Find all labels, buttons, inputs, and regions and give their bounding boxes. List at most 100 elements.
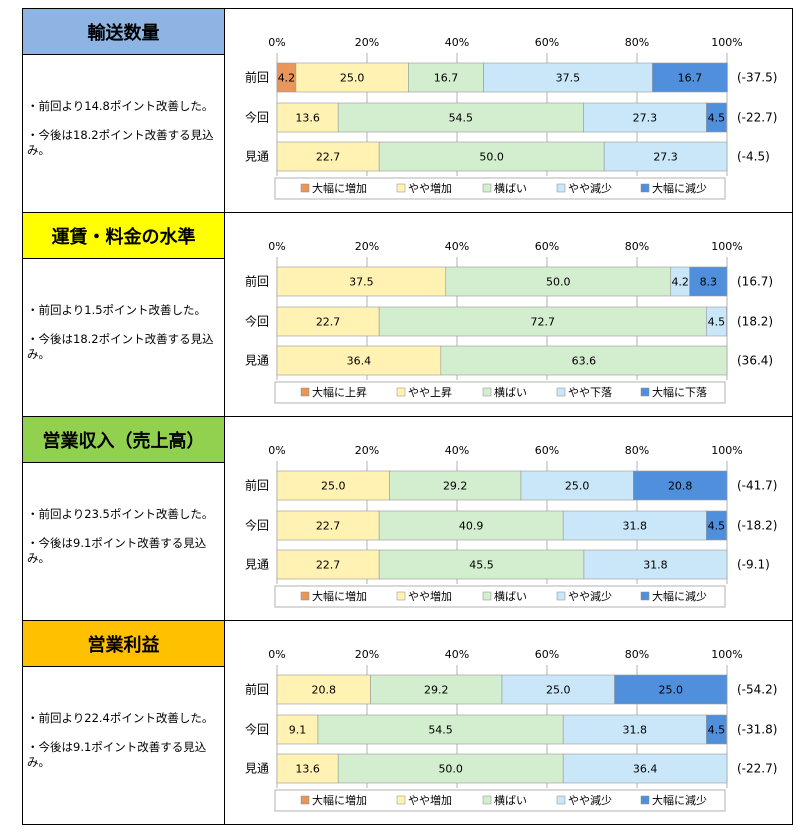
- bar-segment: [276, 674, 371, 705]
- legend-label: 大幅に減少: [652, 181, 707, 195]
- comment-line: ・今後は9.1ポイント改善する見込み。: [27, 536, 207, 565]
- section-title: 輸送数量: [23, 9, 224, 55]
- data-label: 29.2: [424, 684, 449, 697]
- bar-segment: [378, 510, 564, 541]
- section-left-panel: 輸送数量 ・前回より14.8ポイント改善した。 ・今後は18.2ポイント改善する…: [23, 9, 225, 212]
- category-label: 今回: [245, 722, 269, 737]
- legend-swatch: [640, 591, 650, 601]
- bar-segment: [276, 306, 380, 337]
- data-label: 4.5: [708, 724, 726, 737]
- tick-label: 20%: [355, 36, 379, 49]
- legend-label: やや増加: [408, 182, 452, 195]
- legend-swatch: [300, 795, 310, 805]
- data-label: 37.5: [349, 276, 374, 289]
- category-label: 見通: [245, 762, 269, 776]
- data-label: 63.6: [572, 355, 597, 368]
- di-value-label: (16.7): [737, 275, 773, 289]
- legend-box: [274, 585, 726, 608]
- tick-label: 80%: [625, 648, 649, 661]
- legend-swatch: [556, 183, 566, 193]
- comment-line: ・前回より22.4ポイント改善した。: [27, 711, 214, 725]
- section-title: 営業利益: [23, 621, 224, 667]
- data-label: 36.4: [633, 763, 658, 776]
- comment-block: ・前回より22.4ポイント改善した。 ・今後は9.1ポイント改善する見込み。: [27, 711, 222, 784]
- bar-segment: [651, 62, 728, 93]
- di-value-label: (36.4): [737, 354, 773, 368]
- tick-label: 0%: [268, 648, 285, 661]
- di-value-label: (-37.5): [737, 71, 777, 85]
- data-label: 4.5: [708, 112, 726, 125]
- bar-segment: [705, 510, 727, 541]
- data-label: 50.0: [546, 276, 571, 289]
- data-label: 22.7: [316, 151, 341, 164]
- tick-label: 0%: [268, 444, 285, 457]
- legend-swatch: [482, 183, 492, 193]
- legend-label: 横ばい: [494, 385, 527, 399]
- legend-swatch: [556, 591, 566, 601]
- stacked-bar-chart: 0% 20% 40% 60% 80% 100% 前回 4.2 25.0 16.7 37.5 16.7 (…: [245, 36, 777, 200]
- bar-segment: [705, 102, 727, 133]
- data-label: 25.0: [546, 684, 571, 697]
- comment-line: ・前回より1.5ポイント改善した。: [27, 303, 207, 317]
- category-label: 今回: [245, 518, 269, 533]
- data-label: 4.2: [278, 72, 296, 85]
- section-1: 運賃・料金の水準 ・前回より1.5ポイント改善した。 ・今後は18.2ポイント改…: [22, 212, 793, 417]
- legend-label: やや減少: [568, 793, 612, 807]
- chart-area: 0% 20% 40% 60% 80% 100% 前回 37.5 50.0 4.2 8.3 (16.7)…: [225, 213, 793, 416]
- tick-label: 40%: [445, 240, 469, 253]
- legend-label: 横ばい: [494, 793, 527, 807]
- data-label: 4.5: [708, 520, 726, 533]
- legend-label: やや増加: [408, 794, 452, 807]
- data-label: 54.5: [449, 112, 474, 125]
- section-title: 営業収入（売上高）: [23, 417, 224, 463]
- legend-label: 大幅に増加: [312, 793, 367, 807]
- data-label: 4.5: [708, 316, 726, 329]
- legend-label: やや減少: [568, 181, 612, 195]
- legend-swatch: [396, 591, 406, 601]
- legend-swatch: [482, 387, 492, 397]
- di-value-label: (-22.7): [737, 111, 777, 125]
- tick-label: 20%: [355, 240, 379, 253]
- di-value-label: (-41.7): [737, 479, 777, 493]
- tick-label: 40%: [445, 444, 469, 457]
- legend-label: 大幅に下落: [652, 385, 707, 399]
- legend-swatch: [396, 795, 406, 805]
- legend-box: [274, 381, 726, 404]
- legend-swatch: [482, 591, 492, 601]
- bar-segment: [445, 266, 672, 297]
- comment-line: ・今後は18.2ポイント改善する見込み。: [27, 332, 214, 361]
- bar-segment: [633, 470, 728, 501]
- legend-swatch: [396, 183, 406, 193]
- bar-segment: [337, 753, 564, 784]
- data-label: 45.5: [469, 559, 494, 572]
- data-label: 13.6: [295, 763, 320, 776]
- data-label: 31.8: [623, 520, 648, 533]
- comment-block: ・前回より14.8ポイント改善した。 ・今後は18.2ポイント改善する見込み。: [27, 99, 222, 172]
- chart-area: 0% 20% 40% 60% 80% 100% 前回 4.2 25.0 16.7 37.5 16.7 (…: [225, 9, 793, 212]
- bar-segment: [705, 714, 727, 745]
- tick-label: 40%: [445, 36, 469, 49]
- legend-label: 横ばい: [494, 181, 527, 195]
- bar-segment: [562, 753, 728, 784]
- category-label: 前回: [245, 682, 269, 697]
- bar-segment: [276, 714, 319, 745]
- comment-block: ・前回より23.5ポイント改善した。 ・今後は9.1ポイント改善する見込み。: [27, 507, 222, 580]
- data-label: 31.8: [643, 559, 668, 572]
- legend-box: [274, 789, 726, 812]
- tick-label: 100%: [711, 648, 742, 661]
- category-label: 前回: [245, 274, 269, 289]
- category-label: 今回: [245, 314, 269, 329]
- bar-segment: [317, 714, 564, 745]
- data-label: 9.1: [289, 724, 307, 737]
- data-label: 22.7: [316, 520, 341, 533]
- data-label: 25.0: [321, 480, 346, 493]
- bar-segment: [389, 470, 522, 501]
- di-value-label: (-31.8): [737, 723, 777, 737]
- comment-block: ・前回より1.5ポイント改善した。 ・今後は18.2ポイント改善する見込み。: [27, 303, 222, 376]
- category-label: 見通: [245, 150, 269, 164]
- comment-line: ・前回より23.5ポイント改善した。: [27, 507, 214, 521]
- di-value-label: (-9.1): [737, 558, 770, 572]
- data-label: 20.8: [668, 480, 693, 493]
- section-0: 輸送数量 ・前回より14.8ポイント改善した。 ・今後は18.2ポイント改善する…: [22, 8, 793, 213]
- category-label: 前回: [245, 70, 269, 85]
